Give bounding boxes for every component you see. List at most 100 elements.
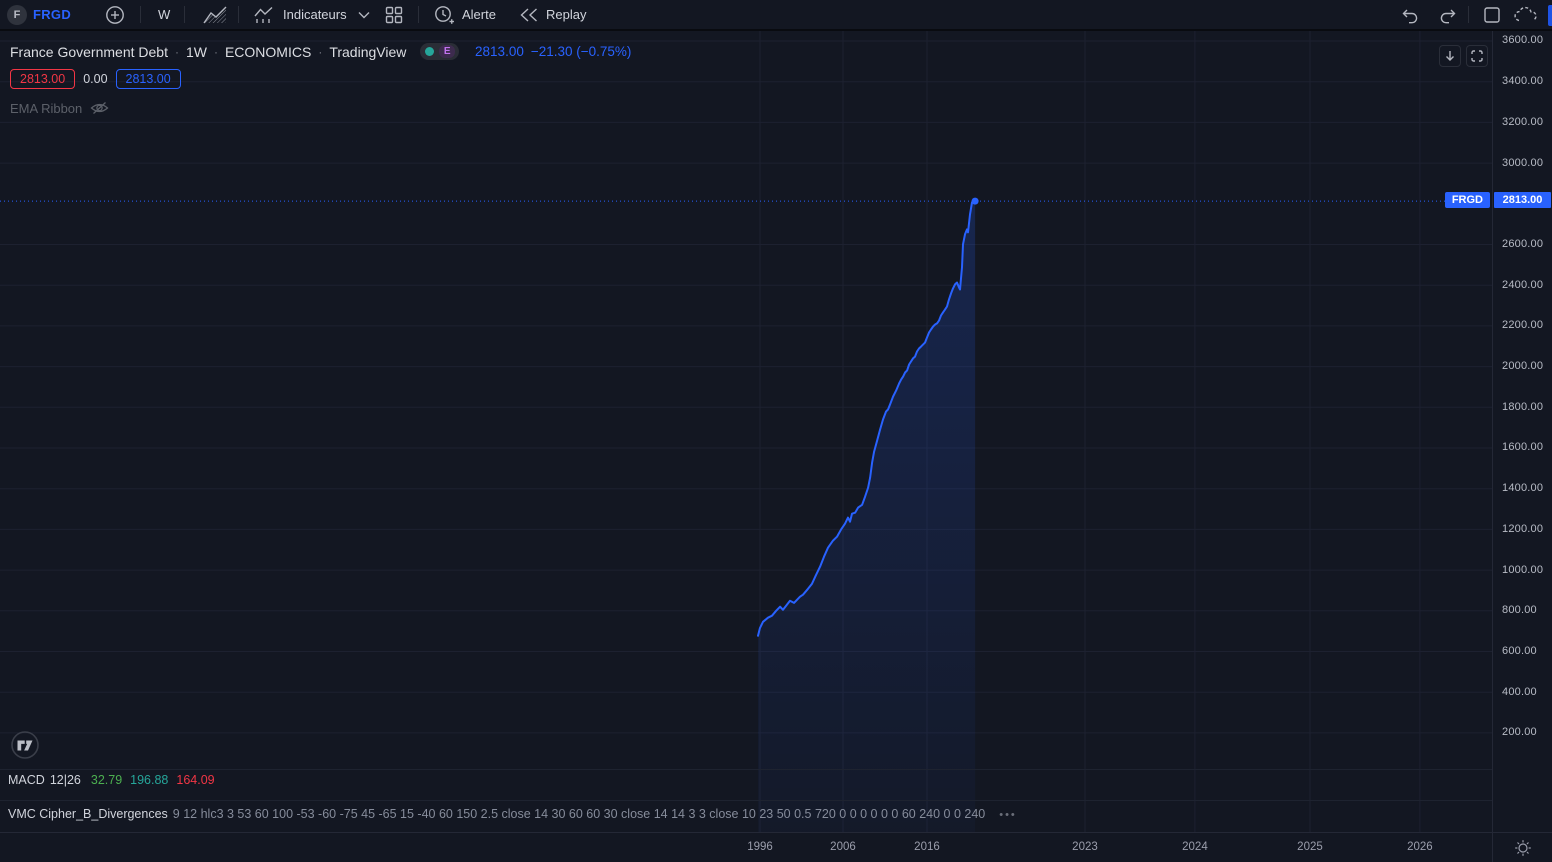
ema-ribbon-label[interactable]: EMA Ribbon — [10, 100, 83, 116]
price-axis-label: 1600.00 — [1502, 441, 1544, 454]
price-box-open: 2813.00 — [10, 69, 76, 89]
price-axis-label: 2600.00 — [1502, 237, 1544, 250]
price-axis-label: 1000.00 — [1502, 563, 1544, 576]
chart-pane[interactable]: France Government Debt · 1W · ECONOMICS … — [0, 31, 1492, 832]
indicators-dropdown-arrow[interactable] — [358, 0, 370, 29]
macd-params: 12|26 — [49, 773, 81, 787]
tradingview-logo[interactable] — [10, 730, 40, 765]
toolbar-divider — [238, 6, 239, 23]
price-axis-label: 600.00 — [1502, 644, 1537, 657]
time-axis[interactable]: 1996 2006 2016 2023 2024 2025 2026 — [0, 832, 1552, 862]
plus-circle-icon — [106, 5, 124, 24]
price-axis-label: 400.00 — [1502, 685, 1537, 698]
macd-value-1: 32.79 — [90, 773, 123, 787]
chart-style-button[interactable] — [202, 0, 228, 29]
price-axis-label: 2000.00 — [1502, 360, 1544, 373]
vmc-more-button[interactable]: ••• — [999, 809, 1017, 821]
price-axis-badge: 2813.00 — [1494, 192, 1551, 209]
macd-value-3: 164.09 — [176, 773, 215, 787]
timezone-settings-button[interactable] — [1492, 833, 1552, 862]
top-toolbar: F FRGD W — [0, 0, 1552, 31]
indicators-label: Indicateurs — [283, 7, 347, 22]
compare-add-button[interactable] — [104, 0, 126, 29]
price-axis-label: 2200.00 — [1502, 319, 1544, 332]
price-axis[interactable]: 2813.00 200.00 400.00 600.00 800.00 1000.00 1… — [1492, 31, 1552, 832]
chart-legend: France Government Debt · 1W · ECONOMICS … — [10, 43, 631, 116]
redo-icon — [1440, 9, 1456, 23]
undo-button[interactable] — [1400, 0, 1420, 29]
toolbar-divider — [418, 6, 419, 23]
grid-templates-icon — [385, 6, 403, 23]
symbol-title[interactable]: France Government Debt — [10, 43, 168, 60]
legend-interval[interactable]: 1W — [185, 43, 207, 60]
price-axis-label: 1200.00 — [1502, 522, 1544, 535]
symbol-search-button[interactable]: FRGD — [33, 7, 72, 22]
cloud-save-button[interactable] — [1512, 0, 1540, 29]
indicator-templates-button[interactable] — [384, 0, 404, 29]
time-axis-label: 2023 — [1072, 841, 1098, 853]
time-axis-label: 2024 — [1182, 841, 1208, 853]
vmc-params: 9 12 hlc3 3 53 60 100 -53 -60 -75 45 -65… — [172, 807, 986, 821]
time-axis-label: 2016 — [914, 841, 940, 853]
indicators-icon — [254, 6, 273, 23]
price-axis-label: 200.00 — [1502, 726, 1537, 739]
alarm-clock-plus-icon — [435, 5, 454, 24]
replay-rewind-icon — [520, 7, 537, 22]
price-axis-label: 800.00 — [1502, 604, 1537, 617]
price-axis-label: 2400.00 — [1502, 278, 1544, 291]
macd-name: MACD — [8, 773, 45, 787]
time-axis-label: 2006 — [830, 841, 856, 853]
market-open-dot-icon — [425, 47, 435, 56]
toolbar-divider — [1468, 6, 1469, 23]
pane-divider[interactable] — [0, 769, 1492, 770]
price-axis-label: 3400.00 — [1502, 75, 1544, 88]
legend-provider[interactable]: TradingView — [329, 43, 407, 60]
arrow-down-icon — [1446, 51, 1454, 61]
symbol-logo[interactable]: F — [7, 5, 27, 25]
time-axis-label: 2026 — [1407, 841, 1433, 853]
area-chart-icon — [203, 6, 227, 23]
toolbar-divider — [184, 6, 185, 23]
series-price-flag: FRGD — [1444, 192, 1490, 209]
time-axis-label: 2025 — [1297, 841, 1323, 853]
alert-label: Alerte — [462, 7, 496, 22]
price-change: −21.30 (−0.75%) — [530, 44, 632, 59]
macd-legend[interactable]: MACD 12|26 32.79 196.88 164.09 — [8, 773, 215, 787]
pane-divider[interactable] — [0, 800, 1492, 801]
legend-separator: · — [213, 44, 218, 59]
publish-button-edge[interactable] — [1548, 5, 1552, 26]
cloud-icon — [1514, 6, 1537, 21]
legend-separator: · — [174, 44, 179, 59]
toolbar-divider — [140, 6, 141, 23]
alert-button[interactable]: Alerte — [432, 0, 496, 29]
chevron-down-icon — [358, 11, 370, 18]
price-box-close: 2813.00 — [115, 69, 181, 89]
vmc-name: VMC Cipher_B_Divergences — [8, 807, 168, 821]
layout-button[interactable] — [1482, 0, 1502, 29]
economic-flag: E — [439, 45, 456, 58]
price-axis-label: 3600.00 — [1502, 34, 1544, 47]
replay-button[interactable]: Replay — [518, 0, 586, 29]
interval-button[interactable]: W — [158, 7, 171, 22]
price-axis-label: 3200.00 — [1502, 115, 1544, 128]
legend-exchange[interactable]: ECONOMICS — [224, 43, 312, 60]
replay-label: Replay — [546, 7, 587, 22]
price-axis-label: 1800.00 — [1502, 400, 1544, 413]
time-axis-label: 1996 — [747, 841, 773, 853]
indicators-button[interactable]: Indicateurs — [252, 0, 347, 29]
pane-collapse-button[interactable] — [1439, 45, 1461, 67]
eye-hidden-icon[interactable] — [90, 100, 109, 116]
layout-square-icon — [1484, 6, 1500, 23]
price-axis-label: 3000.00 — [1502, 156, 1544, 169]
gear-sun-icon — [1514, 840, 1531, 856]
maximize-icon — [1471, 50, 1483, 62]
legend-separator: · — [318, 44, 323, 59]
price-chart-canvas[interactable] — [0, 31, 1492, 832]
vmc-legend[interactable]: VMC Cipher_B_Divergences 9 12 hlc3 3 53 … — [8, 807, 1017, 821]
price-axis-label: 1400.00 — [1502, 482, 1544, 495]
last-price: 2813.00 — [475, 44, 524, 59]
market-status-badge[interactable]: E — [420, 43, 460, 60]
pane-maximize-button[interactable] — [1466, 45, 1488, 67]
macd-value-2: 196.88 — [130, 773, 169, 787]
redo-button[interactable] — [1438, 0, 1458, 29]
